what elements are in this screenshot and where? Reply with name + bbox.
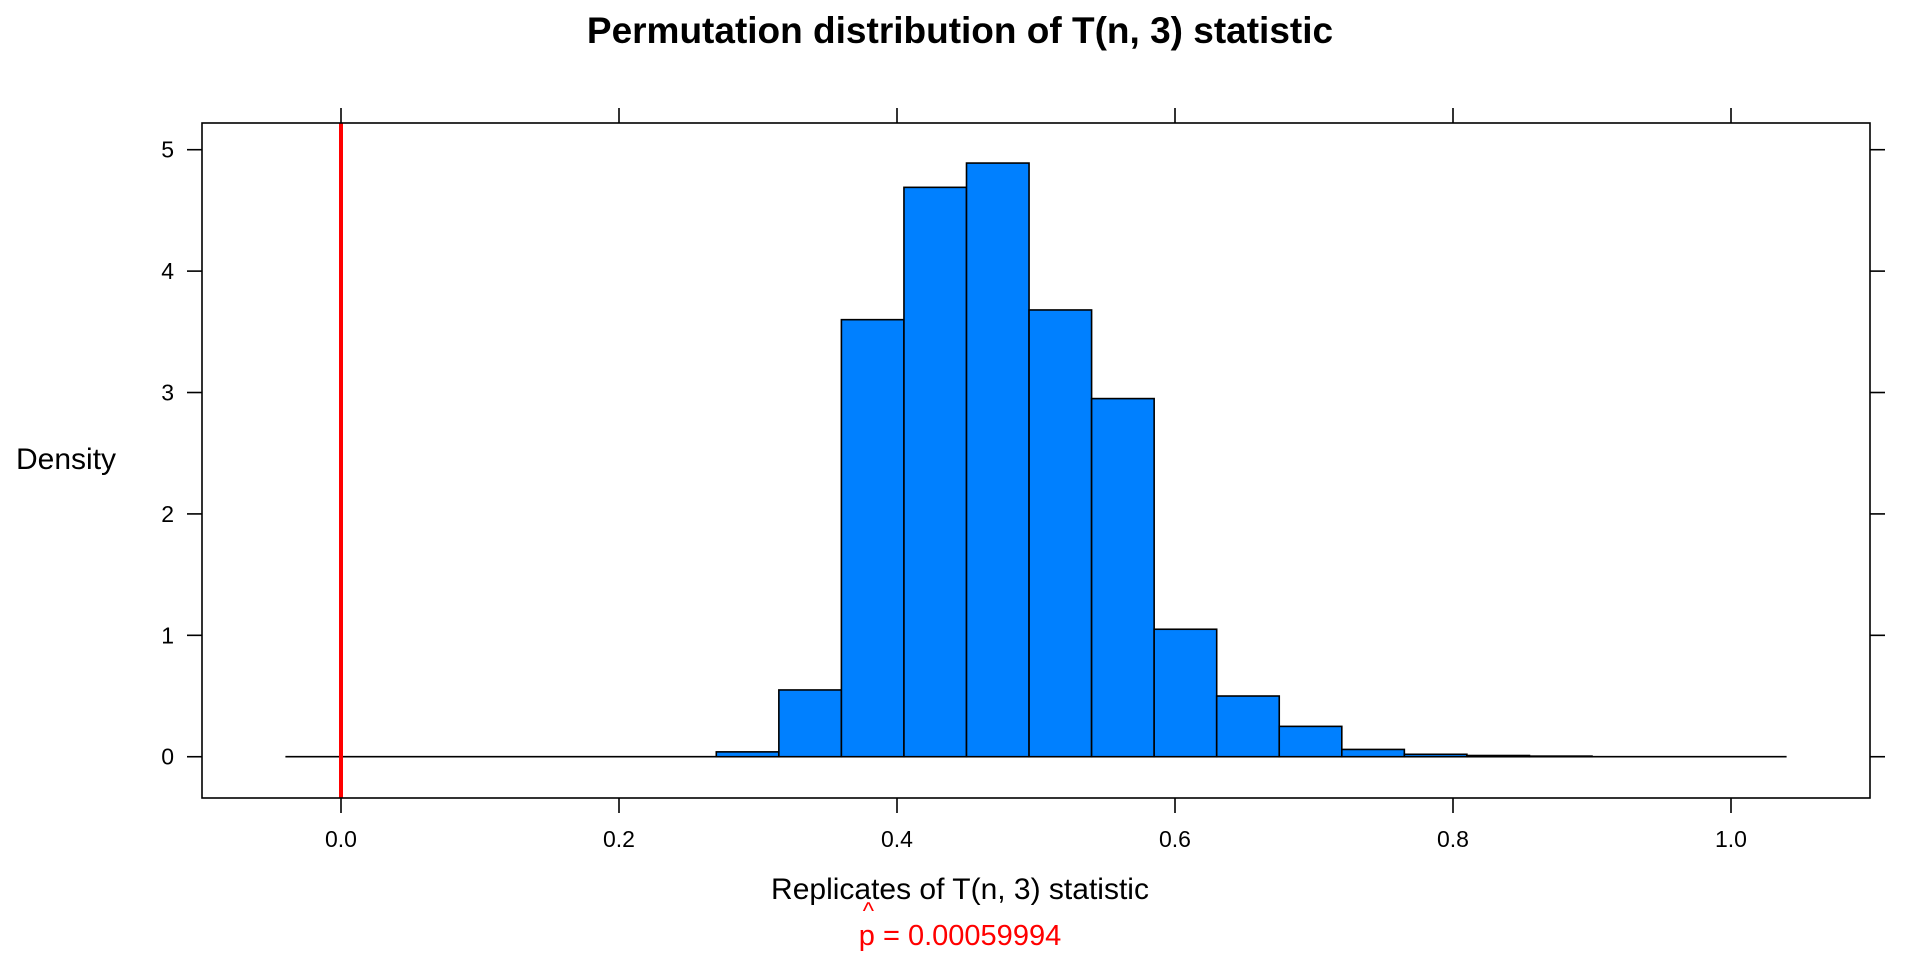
histogram-bar [903, 186, 968, 758]
y-tick-label: 3 [161, 380, 174, 406]
histogram-bar [1466, 754, 1531, 758]
x-tick-label: 0.6 [1159, 826, 1191, 852]
histogram-bar [1403, 753, 1468, 758]
x-tick-label: 0.8 [1437, 826, 1469, 852]
histogram-bar [778, 689, 843, 758]
histogram-bar [1028, 309, 1093, 758]
hat-accent: ^ [862, 898, 875, 925]
p-symbol: p [858, 920, 875, 952]
histogram-bar [1528, 755, 1593, 758]
histogram-bar [1215, 695, 1281, 758]
histogram-bar [840, 318, 905, 758]
y-tick-label: 4 [161, 258, 174, 284]
p-value-text: = 0.00059994 [874, 920, 1062, 952]
histogram-bar [715, 751, 780, 758]
histogram-bar [1341, 748, 1406, 758]
y-tick-label: 1 [161, 622, 174, 648]
histogram-bar [1278, 725, 1343, 758]
y-tick-label: 2 [161, 501, 174, 527]
p-value-annotation: ^ p = 0.00059994 [0, 898, 1920, 953]
plot-frame [201, 122, 1871, 799]
y-tick-label: 0 [161, 744, 174, 770]
x-tick-label: 0.2 [603, 826, 635, 852]
x-tick-label: 0.0 [325, 826, 357, 852]
y-axis-label: Density [16, 443, 117, 476]
x-tick-label: 0.4 [881, 826, 913, 852]
x-tick-label: 1.0 [1715, 826, 1747, 852]
axes-layer: 0.0 0.2 0.4 0.6 0.8 1.0 0 1 2 3 4 5 [161, 108, 1885, 852]
chart-title: Permutation distribution of T(n, 3) stat… [586, 10, 1334, 51]
histogram-bar [1153, 628, 1218, 758]
histogram-bar [1090, 397, 1155, 758]
histogram-bar [965, 162, 1030, 758]
x-axis-label: Replicates of T(n, 3) statistic [771, 873, 1149, 906]
bars-layer [285, 123, 1787, 798]
y-tick-label: 5 [161, 137, 174, 163]
p-hat-symbol: ^ p [858, 898, 875, 953]
